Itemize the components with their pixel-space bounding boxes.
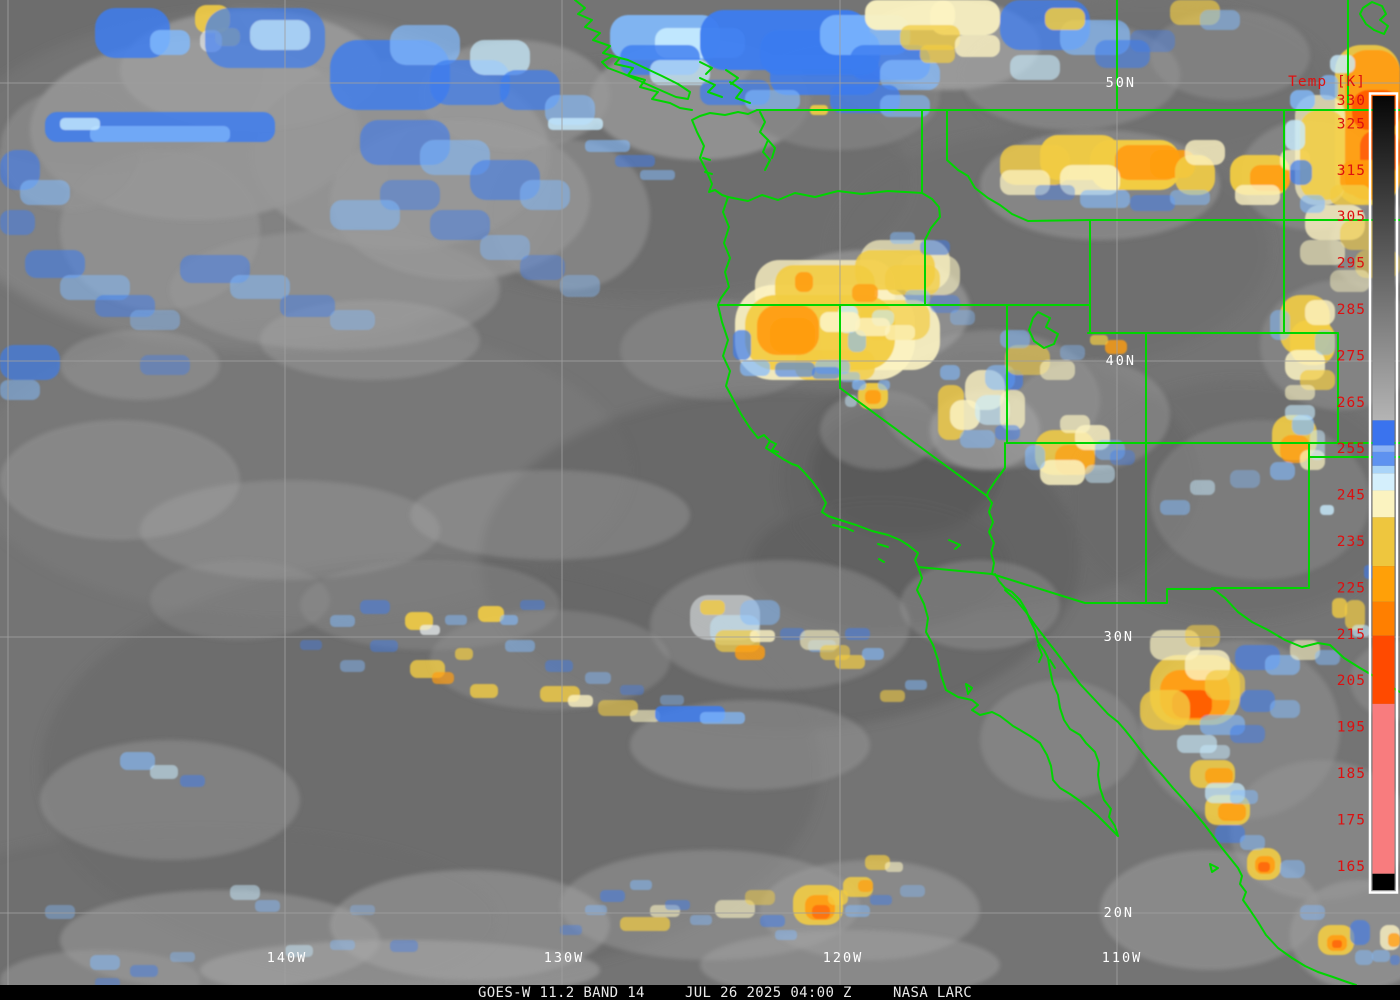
colorbar-tick-label: 175 [1337, 812, 1366, 828]
latitude-label: 20N [1104, 905, 1134, 921]
colorbar-tick-label: 315 [1337, 163, 1366, 179]
colorbar-segment [1372, 420, 1395, 446]
latitude-label: 30N [1104, 629, 1134, 645]
colorbar-tick-label: 215 [1337, 627, 1366, 643]
latitude-label: 50N [1106, 75, 1136, 91]
colorbar-tick-label: 165 [1337, 859, 1366, 875]
satellite-band-label: GOES-W 11.2 BAND 14 [478, 985, 645, 1000]
colorbar-tick-label: 330 [1337, 93, 1366, 109]
colorbar-tick-label: 205 [1337, 673, 1366, 689]
longitude-label: 130W [544, 950, 585, 966]
colorbar-title: Temp [K] [1288, 74, 1366, 90]
colorbar-segment [1372, 445, 1395, 452]
longitude-label: 110W [1102, 950, 1143, 966]
colorbar-tick-label: 245 [1337, 488, 1366, 504]
colorbar-segment [1372, 635, 1395, 704]
temperature-colorbar: 330 325 315 305 295 285 275 265 255 245 235 225 215 2… [1288, 74, 1399, 894]
colorbar-tick-label: 265 [1337, 395, 1366, 411]
colorbar-tick-label: 185 [1337, 766, 1366, 782]
longitude-label: 120W [823, 950, 864, 966]
colorbar-tick-label: 255 [1337, 441, 1366, 457]
colorbar-segment [1372, 703, 1395, 874]
longitude-label: 140W [267, 950, 308, 966]
colorbar-tick-label: 195 [1337, 720, 1366, 736]
colorbar-tick-label: 305 [1337, 209, 1366, 225]
colorbar-segment [1372, 490, 1395, 518]
colorbar-segment [1372, 473, 1395, 491]
colorbar-tick-label: 275 [1337, 348, 1366, 364]
colorbar-tick-label: 295 [1337, 256, 1366, 272]
colorbar-segment [1372, 517, 1395, 567]
colorbar-tick-label: 325 [1337, 116, 1366, 132]
latitude-label: 40N [1106, 353, 1136, 369]
colorbar-segment [1372, 873, 1395, 890]
colorbar-segment [1372, 566, 1395, 602]
colorbar-frame [1368, 92, 1399, 894]
colorbar-tick-label: 235 [1337, 534, 1366, 550]
timestamp-label: JUL 26 2025 04:00 Z [685, 985, 852, 1000]
colorbar-tick-label: 225 [1337, 580, 1366, 596]
map-borders [574, 0, 1400, 985]
caption-bar: GOES-W 11.2 BAND 14 JUL 26 2025 04:00 Z … [0, 985, 1400, 1000]
credit-label: NASA LARC [893, 985, 973, 1000]
colorbar-segment [1372, 451, 1395, 466]
colorbar-segment [1372, 465, 1395, 474]
colorbar-tick-label: 285 [1337, 302, 1366, 318]
colorbar-segment [1372, 601, 1395, 636]
colorbar-segment [1372, 96, 1395, 421]
gridline-labels: 50N 40N 30N 20N 140W 130W 120W 110W [267, 75, 1143, 966]
